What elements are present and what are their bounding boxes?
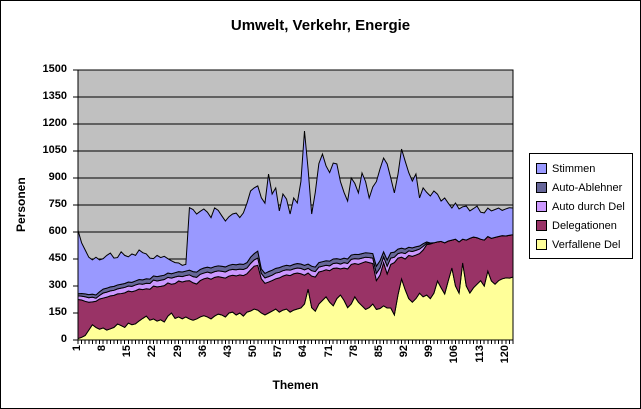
x-tick-label: 64 [297,345,310,358]
legend-item: Verfallene Del [530,235,632,254]
y-tick-label: 1350 [42,90,67,102]
x-tick-label: 92 [398,345,411,358]
y-tick-label: 0 [60,333,67,345]
legend: Stimmen Auto-Ablehner Auto durch Del Delega… [529,153,633,259]
legend-swatch-icon [536,163,547,174]
y-tick-label: 1050 [42,144,67,156]
legend-label: Verfallene Del [552,238,621,251]
y-tick-label: 600 [48,225,67,237]
x-tick-label: 85 [372,345,385,358]
x-tick-label: 50 [247,345,260,358]
x-tick-label: 106 [448,345,461,364]
x-tick-label: 29 [171,345,184,358]
y-tick-label: 750 [48,198,67,210]
x-tick-label: 113 [473,345,486,363]
x-tick-label: 78 [347,345,360,358]
x-tick-label: 71 [322,345,335,358]
y-tick-label: 1200 [42,117,67,129]
x-tick-label: 22 [146,345,159,358]
legend-item: Auto durch Del [530,197,632,216]
legend-label: Auto-Ablehner [552,181,623,194]
y-tick-label: 900 [48,171,67,183]
y-tick-label: 450 [48,252,67,264]
legend-item: Stimmen [530,159,632,178]
legend-swatch-icon [536,239,547,250]
legend-swatch-icon [536,201,547,212]
x-tick-label: 15 [121,345,134,358]
x-tick-label: 8 [96,345,109,352]
x-axis-title: Themen [272,378,319,392]
chart-title: Umwelt, Verkehr, Energie [230,17,411,34]
legend-item: Auto-Ablehner [530,178,632,197]
y-tick-label: 1500 [42,63,67,75]
legend-item: Delegationen [530,216,632,235]
y-tick-label: 300 [48,279,67,291]
x-tick-label: 99 [423,345,436,358]
x-tick-label: 43 [221,345,234,358]
x-tick-label: 1 [71,345,83,352]
legend-swatch-icon [536,182,547,193]
legend-label: Stimmen [552,162,596,175]
x-tick-label: 57 [272,345,285,358]
legend-swatch-icon [536,220,547,231]
x-tick-label: 36 [196,345,209,358]
legend-label: Auto durch Del [552,200,625,213]
x-tick-label: 120 [498,345,511,364]
legend-label: Delegationen [552,219,617,232]
y-tick-label: 150 [48,306,67,318]
